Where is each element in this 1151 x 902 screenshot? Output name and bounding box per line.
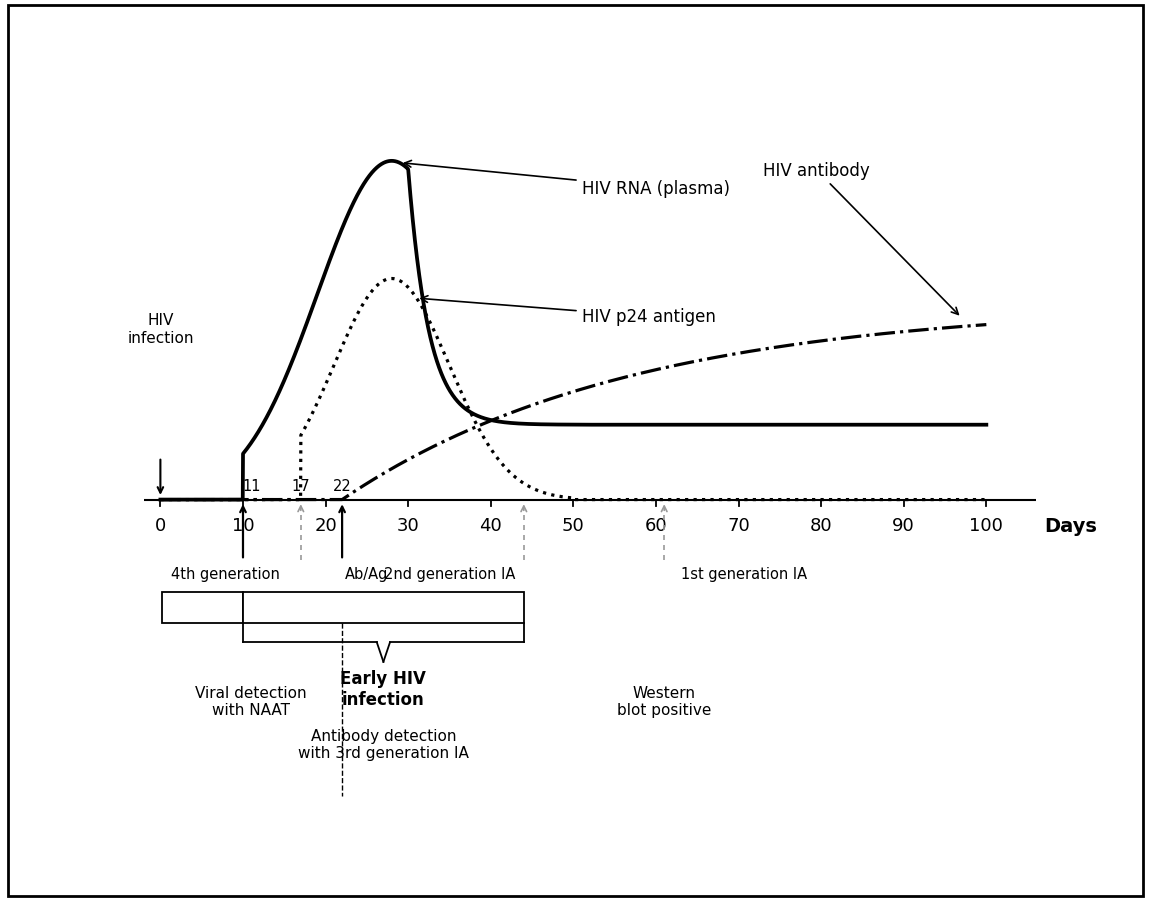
Text: 100: 100 (969, 516, 1004, 534)
Text: HIV p24 antigen: HIV p24 antigen (421, 297, 716, 326)
Text: 70: 70 (727, 516, 750, 534)
Text: 40: 40 (480, 516, 502, 534)
Text: Western
blot positive: Western blot positive (617, 686, 711, 718)
Text: 17: 17 (291, 479, 310, 493)
Text: 50: 50 (562, 516, 585, 534)
Text: 60: 60 (645, 516, 668, 534)
Text: HIV RNA (plasma): HIV RNA (plasma) (404, 161, 730, 198)
Text: 10: 10 (231, 516, 254, 534)
Text: Antibody detection
with 3rd generation IA: Antibody detection with 3rd generation I… (298, 728, 468, 760)
Text: Days: Days (1044, 516, 1097, 535)
Text: 2nd generation IA: 2nd generation IA (383, 566, 516, 581)
Text: 20: 20 (314, 516, 337, 534)
Text: 90: 90 (892, 516, 915, 534)
Text: Ab/Ag: Ab/Ag (344, 566, 388, 581)
Text: Eclipse: Eclipse (176, 601, 228, 615)
Text: 1st generation IA: 1st generation IA (680, 566, 807, 581)
Bar (162, 593, 243, 623)
Text: 0: 0 (154, 516, 166, 534)
Text: HIV antibody: HIV antibody (763, 162, 959, 315)
Text: 80: 80 (810, 516, 832, 534)
Text: HIV
infection: HIV infection (127, 313, 193, 345)
Text: 22: 22 (333, 479, 351, 493)
Text: 4th generation: 4th generation (171, 566, 280, 581)
Text: AHI: AHI (280, 601, 305, 615)
Text: Early HIV
infection: Early HIV infection (341, 669, 426, 708)
Bar (243, 593, 524, 623)
Text: 11: 11 (242, 479, 260, 493)
Text: 30: 30 (397, 516, 420, 534)
Text: Viral detection
with NAAT: Viral detection with NAAT (196, 686, 307, 718)
